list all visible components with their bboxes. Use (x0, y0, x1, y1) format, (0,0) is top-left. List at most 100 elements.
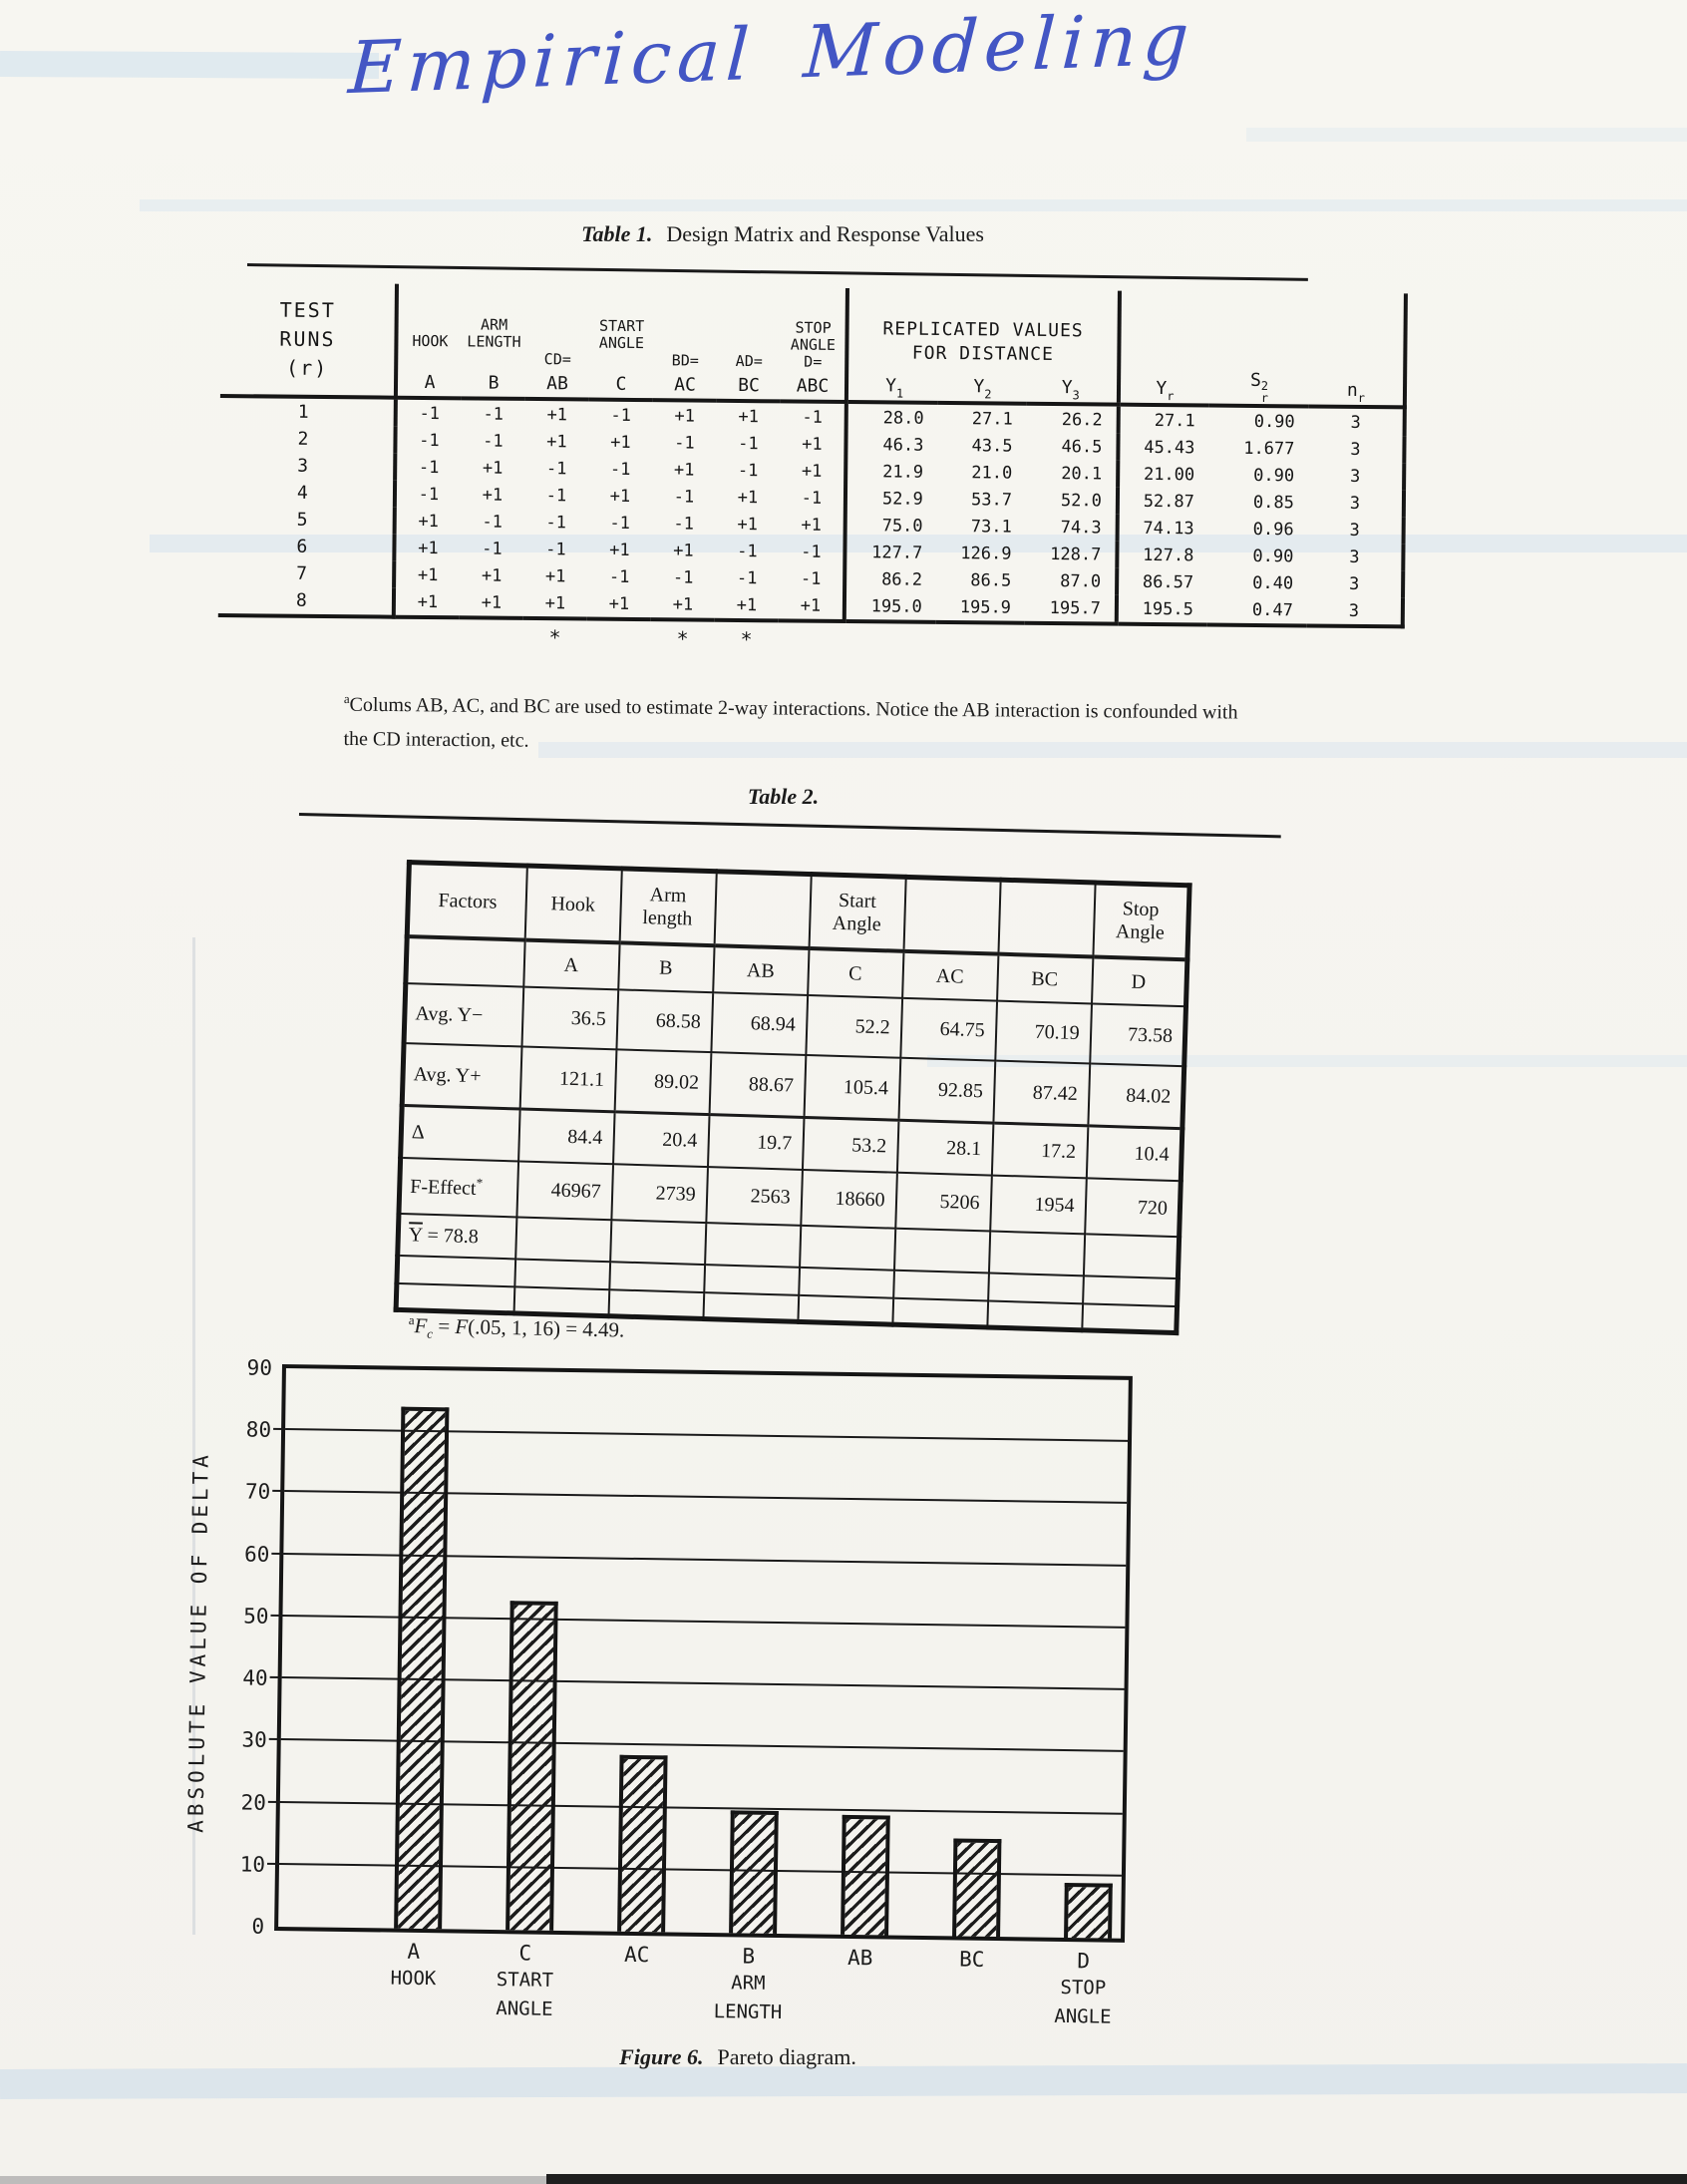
sign-col-header: STOP ANGLE D= ABC (780, 287, 847, 403)
y-tick-label: 10 (239, 1852, 266, 1877)
factor-name-line (400, 350, 460, 368)
factor-name-line: STOP (795, 318, 832, 337)
y-cell: 28.0 (845, 402, 938, 432)
mean-response-cell: 127.8 (1117, 541, 1208, 569)
value-cell (608, 1289, 704, 1319)
value-cell: 1954 (989, 1175, 1087, 1235)
asterisk-cell: * (676, 626, 689, 651)
sign-cell: +1 (586, 589, 652, 620)
handwritten-title: Empirical Modeling (346, 0, 1197, 111)
sign-cell: +1 (714, 590, 780, 621)
value-cell: 36.5 (520, 986, 618, 1050)
code-header-cell (405, 936, 525, 987)
variance-cell: 0.90 (1252, 546, 1294, 566)
run-number-cell: 5 (218, 505, 395, 535)
value-cell: 68.58 (615, 989, 713, 1053)
replicate-count-cell: 3 (1306, 596, 1404, 627)
sign-cell: -1 (737, 460, 759, 481)
replicate-count-cell: 3 (1307, 489, 1405, 518)
y-cell: 21.9 (845, 458, 938, 486)
variance-cell: 1.677 (1243, 438, 1295, 459)
x-category-code: D (1077, 1949, 1091, 1974)
run-number-cell: 6 (218, 532, 395, 561)
y-cell: 195.0 (844, 592, 936, 622)
sign-col-letter: BC (738, 374, 760, 397)
replicate-count-cell: 3 (1307, 569, 1404, 598)
code-header-cell: BC (996, 953, 1093, 1004)
sign-cell: -1 (482, 512, 504, 533)
factor-header-cell: Factors (407, 862, 527, 940)
mean-response-cell: 74.13 (1117, 514, 1208, 543)
run-number-cell: 1 (219, 395, 396, 427)
replicate-count-cell: 3 (1307, 516, 1404, 545)
value-cell (986, 1300, 1083, 1330)
sign-cell: +1 (610, 432, 631, 453)
sign-cell: -1 (738, 433, 759, 454)
run-number-cell: 3 (219, 451, 396, 481)
asterisk-cell (844, 621, 935, 658)
sign-cell: +1 (546, 404, 568, 425)
sign-cell: +1 (417, 564, 439, 585)
sign-cell: -1 (608, 566, 630, 587)
value-cell (609, 1220, 706, 1266)
y-tick-label: 50 (243, 1604, 269, 1629)
sign-cell: +1 (778, 591, 845, 622)
row-label-cell: Δ (400, 1105, 520, 1162)
asterisk-cell (935, 622, 1025, 659)
factor-name-line: CD= (543, 350, 571, 369)
row-label-cell: Avg. Y+ (402, 1042, 521, 1109)
factor-name-line (591, 352, 651, 370)
asterisk-cell: * (548, 625, 561, 650)
sign-cell: -1 (545, 458, 567, 479)
sign-cell: -1 (609, 513, 631, 534)
factor-header-cell: Hook (524, 866, 622, 943)
factor-name-line (464, 350, 523, 368)
axis-tick (271, 1552, 284, 1555)
test-runs-header: TEST RUNS (r) (219, 282, 397, 398)
sign-cell: -1 (736, 567, 758, 588)
sign-cell: +1 (738, 406, 760, 427)
sign-cell: -1 (673, 486, 695, 508)
sign-cell: +1 (482, 485, 504, 506)
sign-cell: +1 (737, 487, 759, 508)
asterisk-cell (1024, 623, 1116, 660)
asterisk-cell (1306, 625, 1402, 662)
factor-name-line: ANGLE (598, 333, 645, 353)
value-cell: 53.2 (802, 1117, 898, 1173)
y-cell: 126.9 (960, 543, 1012, 564)
sign-cell: -1 (610, 405, 632, 426)
bar (506, 1601, 558, 1931)
y-axis-title: ABSOLUTE VALUE OF DELTA (183, 1451, 213, 1834)
y-cell: 195.9 (935, 592, 1026, 623)
asterisk-cell (217, 615, 393, 653)
sign-col-header: START ANGLE C (588, 285, 654, 401)
table1-caption: Table 1. Design Matrix and Response Value… (221, 221, 1344, 247)
replicate-count-cell: 3 (1308, 462, 1405, 491)
row-label-cell: Y = 78.8 (397, 1213, 516, 1260)
value-cell: 64.75 (899, 997, 997, 1061)
run-number-cell: 7 (218, 558, 395, 588)
y-tick-label: 60 (243, 1542, 270, 1567)
y-cell: 75.0 (844, 512, 937, 540)
factor-name-line: D= (804, 352, 823, 371)
variance-cell: 0.90 (1253, 411, 1295, 432)
x-category-name: STOP (1060, 1976, 1107, 2000)
replicate-count-header: nr (1308, 292, 1406, 408)
sign-col-letter: AB (546, 373, 568, 395)
bar (1064, 1883, 1113, 1939)
y-cell: 52.0 (1060, 490, 1103, 511)
y-cell: 53.7 (970, 489, 1013, 511)
value-cell: 52.2 (805, 994, 902, 1058)
y-cell: 27.1 (971, 408, 1013, 430)
factor-name-line (527, 334, 587, 352)
y-cell: 73.1 (970, 516, 1012, 538)
factor-header-cell: Start Angle (809, 874, 906, 951)
value-cell (703, 1265, 800, 1295)
y-cell: 21.0 (971, 462, 1013, 484)
y-cell: 26.2 (1061, 409, 1103, 430)
factor-name-line: BD= (671, 351, 699, 370)
sign-cell: +1 (418, 511, 440, 532)
factor-name-line (656, 318, 716, 336)
